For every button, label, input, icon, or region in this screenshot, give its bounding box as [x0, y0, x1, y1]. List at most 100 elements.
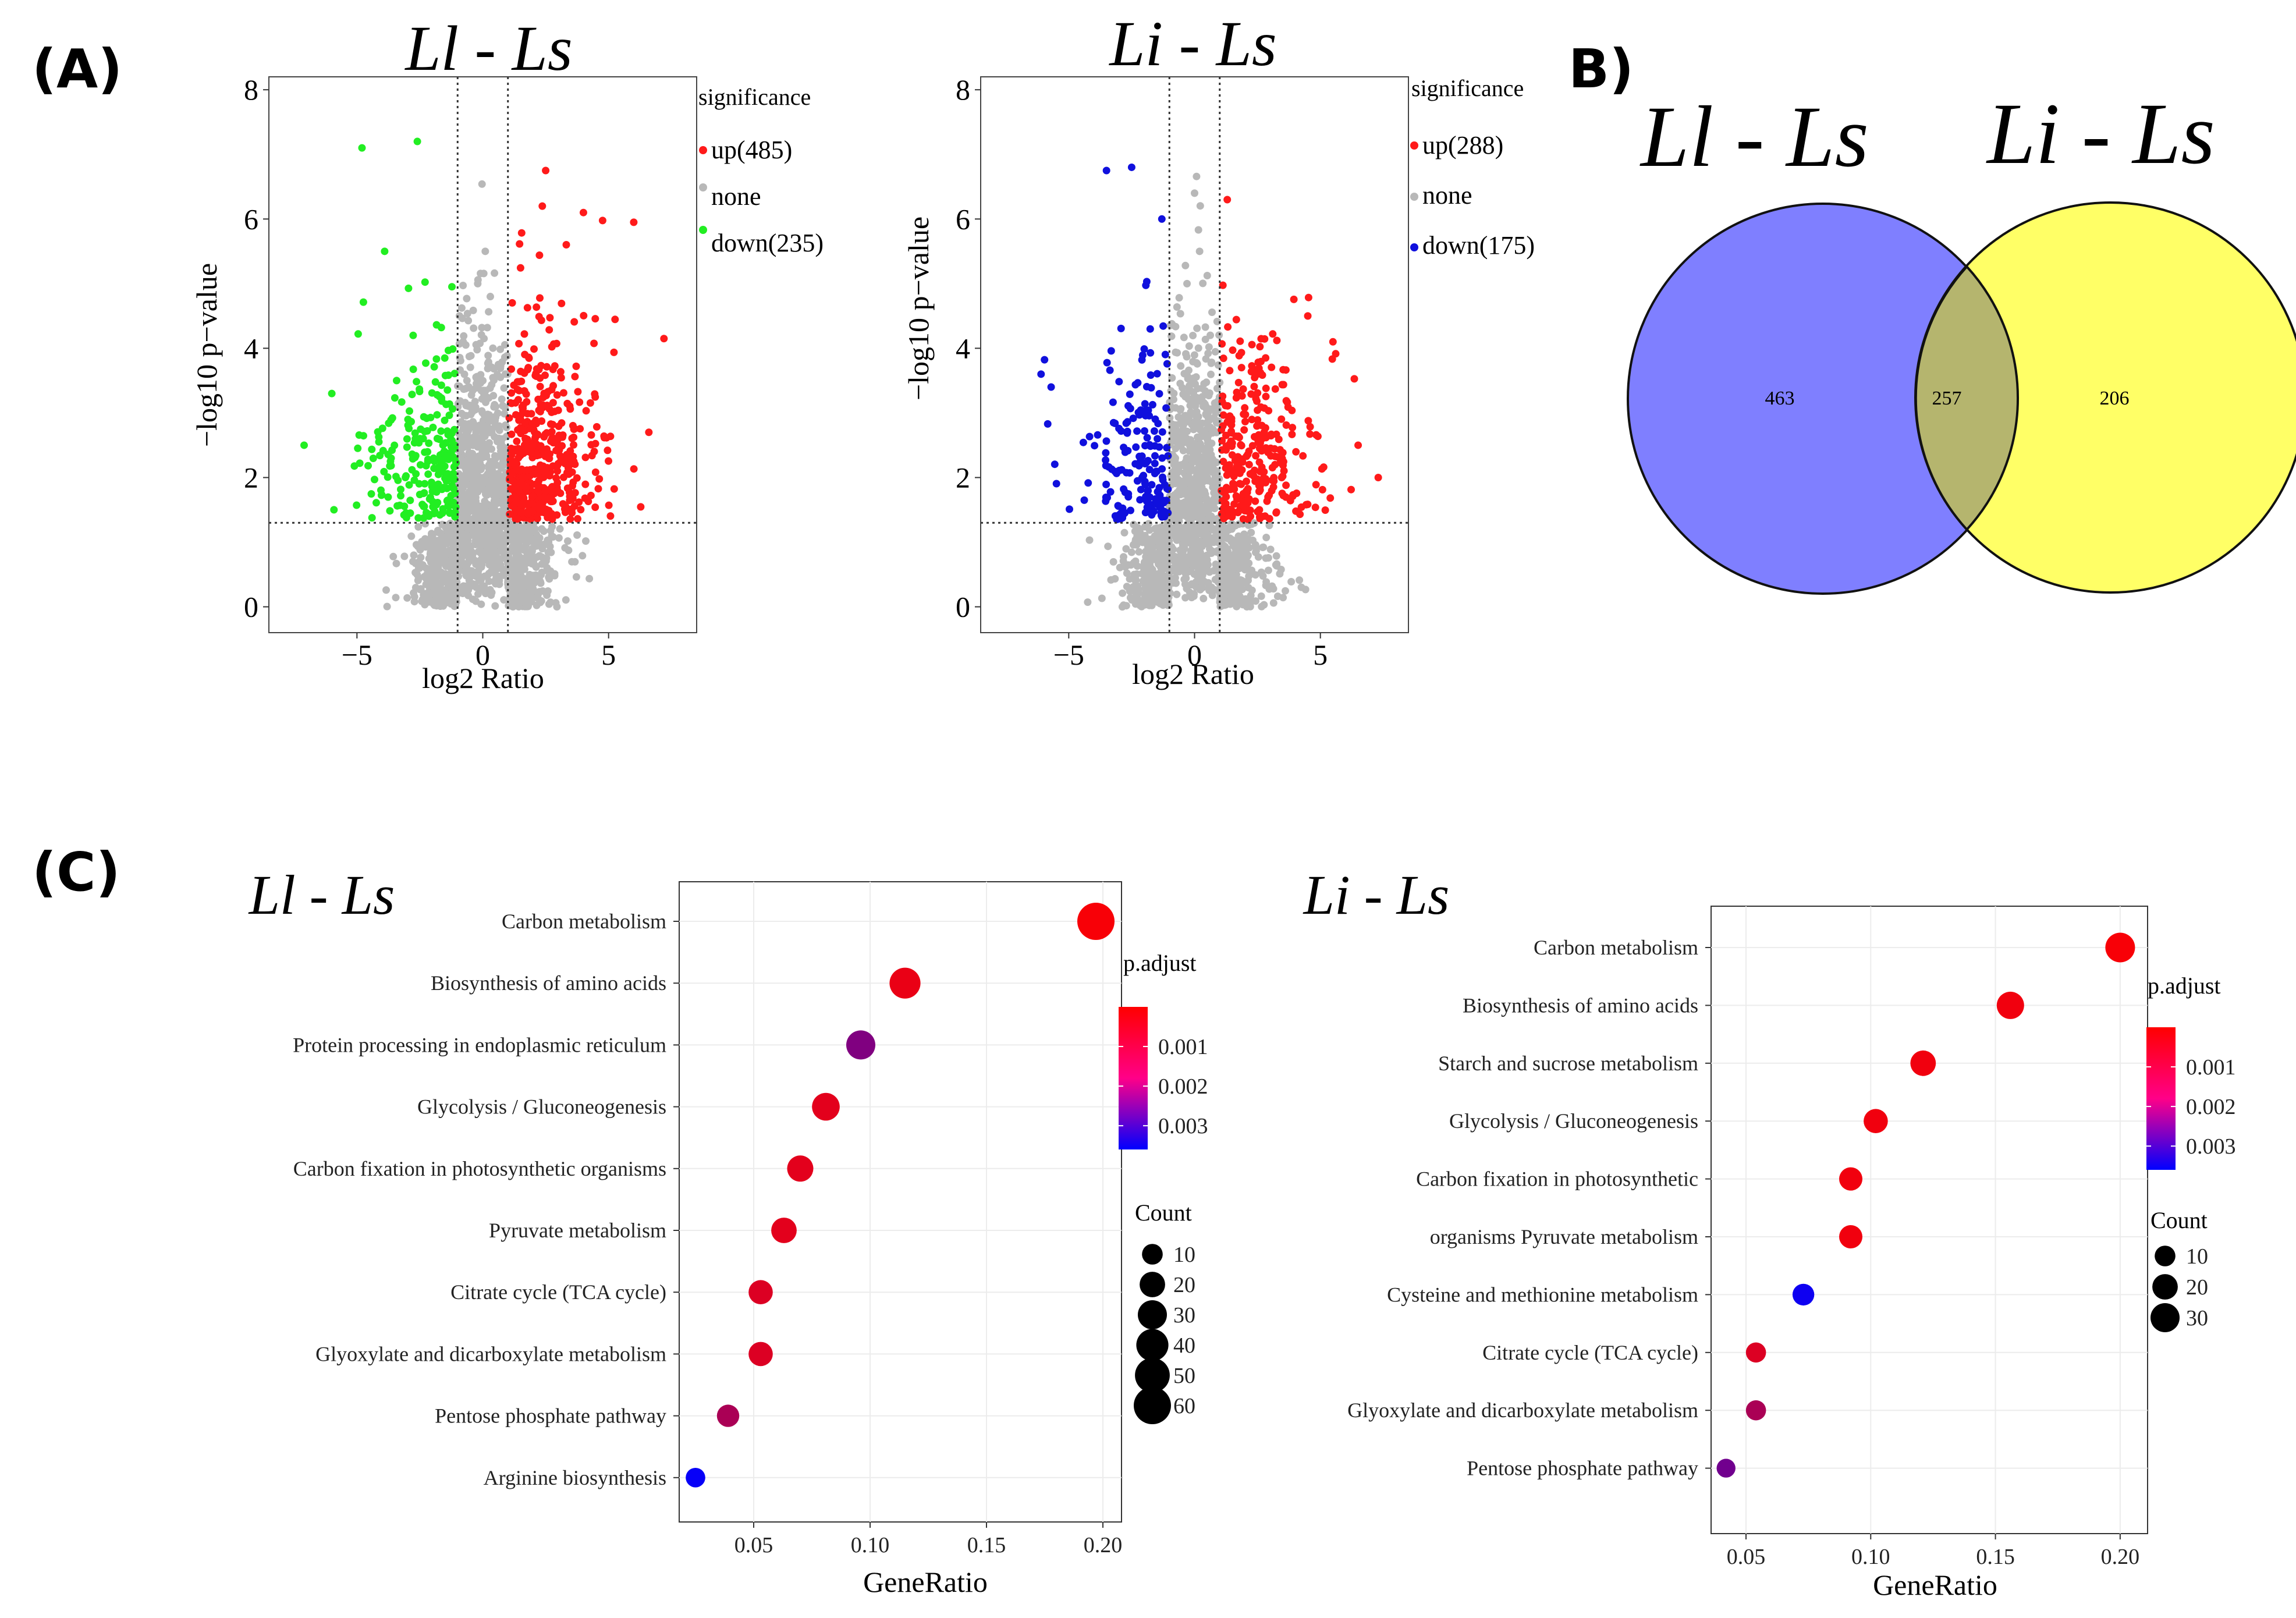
point-none [477, 371, 485, 379]
point-none [1170, 389, 1178, 398]
point-none [1202, 355, 1210, 363]
point-up [511, 506, 519, 513]
point-up [513, 448, 521, 455]
point-none [481, 541, 489, 549]
point-none [1205, 392, 1213, 400]
point-down [1158, 428, 1166, 436]
point-none [1179, 390, 1187, 398]
point-none [1198, 571, 1206, 579]
point-up [1279, 381, 1287, 389]
point-down [403, 443, 411, 451]
point-none [1129, 583, 1137, 591]
point-up [548, 515, 556, 523]
panel-letter-b: B) [1568, 38, 1634, 100]
point-none [442, 598, 450, 606]
point-none [477, 386, 485, 395]
point-down [1148, 481, 1156, 489]
category-label: Citrate cycle (TCA cycle) [1482, 1341, 1698, 1364]
point-down [430, 363, 438, 371]
point-none [1221, 547, 1229, 555]
point-none [1243, 540, 1251, 548]
point-none [501, 340, 509, 349]
point-down [1140, 345, 1148, 353]
enrichment-dot [1716, 1459, 1736, 1478]
point-down [1091, 442, 1099, 450]
point-none [484, 416, 492, 424]
point-down [417, 425, 425, 433]
point-none [472, 560, 480, 568]
enrichment-dot [1792, 1283, 1815, 1306]
point-none [500, 596, 508, 604]
point-none [1131, 600, 1140, 608]
point-up [540, 493, 548, 501]
enrichment-dot [2105, 932, 2135, 963]
point-up [591, 439, 599, 448]
point-none [463, 545, 471, 553]
point-up [574, 515, 581, 523]
point-down [1102, 456, 1110, 464]
point-none [414, 574, 423, 583]
point-up [1248, 442, 1257, 450]
category-label: Pyruvate metabolism [489, 1219, 666, 1242]
point-none [544, 587, 552, 595]
point-up [1218, 510, 1226, 518]
point-up [1255, 487, 1263, 495]
point-none [456, 357, 464, 365]
point-up [520, 369, 528, 377]
point-none [498, 395, 506, 403]
category-label: Glyoxylate and dicarboxylate metabolism [315, 1342, 666, 1365]
point-none [1198, 427, 1206, 435]
point-none [1196, 584, 1204, 592]
point-up [1219, 354, 1227, 363]
point-down [407, 418, 415, 425]
point-none [462, 466, 470, 474]
point-none [480, 582, 488, 590]
point-down [354, 330, 362, 338]
point-up [517, 377, 526, 385]
point-none [480, 335, 488, 343]
x-tick-label: 0.15 [1976, 1545, 2015, 1569]
point-up [1234, 508, 1243, 516]
legend-title: significance [698, 84, 811, 110]
point-none [441, 570, 449, 578]
point-up [566, 515, 574, 523]
point-none [1190, 351, 1198, 359]
point-down [1161, 350, 1169, 359]
point-none [1205, 502, 1213, 510]
point-up [1289, 492, 1297, 500]
point-up [1306, 430, 1314, 438]
point-none [1198, 393, 1206, 401]
point-none [1220, 580, 1228, 588]
plot-frame [1711, 906, 2148, 1534]
point-up [553, 467, 562, 475]
point-down [449, 476, 457, 484]
point-up [1226, 485, 1234, 494]
point-down [398, 398, 406, 406]
point-down [368, 514, 376, 522]
point-none [1205, 416, 1213, 424]
point-down [1160, 508, 1168, 516]
point-down [1079, 438, 1087, 446]
point-up [534, 431, 542, 439]
point-up [524, 353, 533, 361]
point-down [443, 452, 452, 460]
point-none [562, 596, 570, 604]
point-up [1269, 330, 1277, 338]
point-none [564, 537, 572, 545]
point-none [1203, 272, 1211, 279]
point-down [1124, 446, 1132, 455]
point-up [1261, 335, 1269, 343]
points-layer [1037, 163, 1382, 611]
point-none [467, 352, 475, 360]
point-none [484, 501, 492, 509]
point-none [514, 602, 523, 611]
point-none [1141, 584, 1149, 592]
point-up [581, 494, 589, 502]
point-none [488, 381, 496, 389]
x-axis-label: GeneRatio [863, 1566, 988, 1598]
point-down [1106, 488, 1115, 496]
point-down [1137, 485, 1145, 494]
point-none [469, 306, 477, 314]
point-none [508, 565, 516, 573]
point-none [474, 461, 482, 469]
